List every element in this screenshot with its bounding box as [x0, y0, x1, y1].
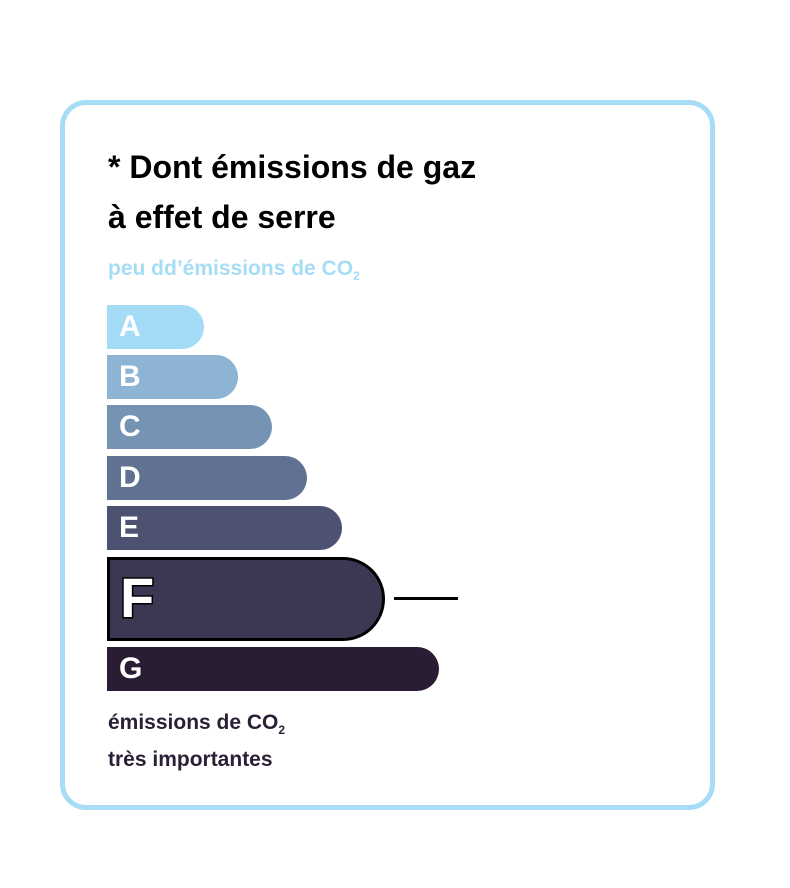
class-bar-a: A	[107, 305, 204, 349]
selected-indicator-line	[394, 597, 458, 600]
label-title: * Dont émissions de gaz à effet de serre	[108, 142, 476, 242]
high-emissions-line-2: très importantes	[108, 748, 273, 771]
class-bar-d: D	[107, 456, 307, 500]
subscript: 2	[278, 723, 286, 737]
low-emissions-text: peu dd’émissions de CO	[108, 257, 354, 280]
class-bar-c: C	[107, 405, 272, 449]
title-line-2: à effet de serre	[108, 199, 336, 235]
high-emissions-line-1: émissions de CO	[108, 711, 279, 734]
title-line-1: * Dont émissions de gaz	[108, 149, 477, 185]
high-emissions-label: émissions de CO2 très importantes	[108, 708, 285, 775]
class-bar-e: E	[107, 506, 342, 550]
class-bar-f: F	[107, 557, 385, 641]
label-card	[60, 100, 715, 810]
class-bar-b: B	[107, 355, 238, 399]
class-bar-g: G	[107, 647, 439, 691]
subscript: 2	[353, 269, 360, 283]
low-emissions-label: peu dd’émissions de CO2	[108, 257, 360, 283]
